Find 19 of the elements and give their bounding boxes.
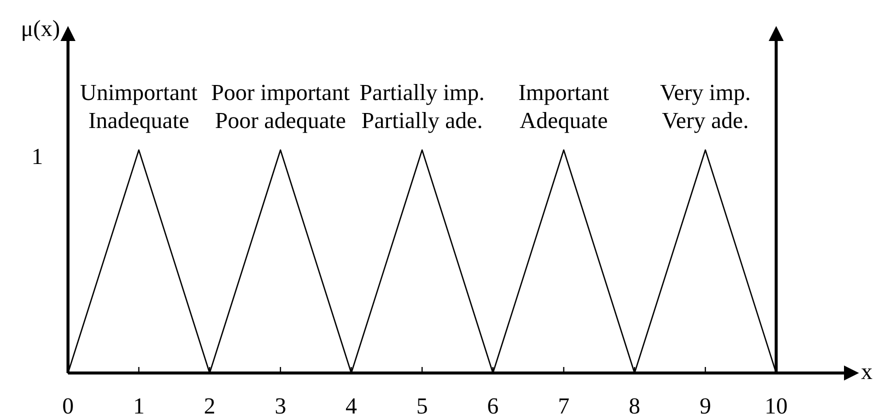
x-tick-label: 10 [764, 393, 788, 418]
x-tick-label: 5 [416, 393, 428, 418]
x-tick-label: 2 [204, 393, 216, 418]
x-tick-label: 1 [133, 393, 145, 418]
x-tick-label: 7 [558, 393, 570, 418]
x-axis-title: x [861, 359, 873, 384]
annotation: Partially imp. Partially ade. [359, 80, 485, 133]
x-tick-label: 6 [487, 393, 499, 418]
x-tick-label: 3 [274, 393, 286, 418]
x-tick-label: 0 [62, 393, 74, 418]
x-tick-label: 4 [346, 393, 358, 418]
y-axis-title: μ(x) [20, 16, 60, 41]
x-tick-label: 8 [628, 393, 640, 418]
annotation: Poor important Poor adequate [211, 80, 350, 133]
annotation: Unimportant Inadequate [80, 80, 198, 133]
annotation: Very imp. Very ade. [660, 80, 751, 133]
text: 1 [32, 144, 43, 169]
annotation: Important Adequate [518, 80, 610, 133]
x-tick-label: 9 [700, 393, 712, 418]
